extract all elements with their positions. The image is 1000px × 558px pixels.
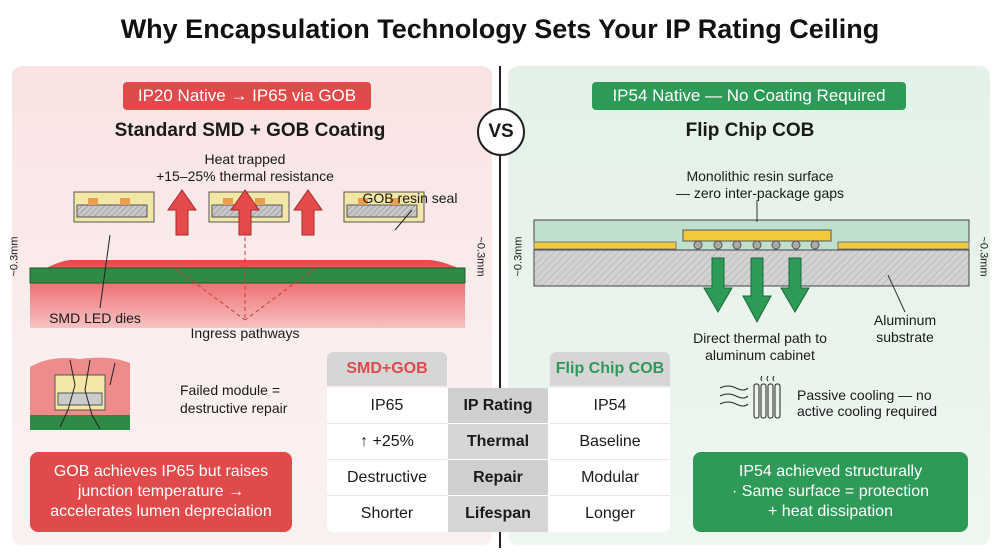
table-cell-cob: Modular (550, 460, 670, 496)
smd-dies-label: SMD LED dies (49, 310, 141, 326)
cooling-label-1: Passive cooling — no (797, 387, 932, 403)
gob-resin-label: GOB resin seal (362, 190, 458, 206)
gob-callout-line: junction temperature → (77, 483, 245, 500)
table-cell-cob: Baseline (550, 424, 670, 460)
heat-arrow (293, 189, 323, 236)
table-cell-cob: IP54 (550, 388, 670, 424)
cob-subtitle: Flip Chip COB (685, 120, 815, 141)
failed-module-icon (30, 357, 130, 430)
table-cell-smd: ↑ +25% (327, 424, 447, 460)
heat-arrow (230, 189, 260, 236)
table-metric: Lifespan (448, 496, 548, 532)
cob-callout-line: · Same surface = protection (732, 483, 929, 500)
ingress-label: Ingress pathways (190, 325, 300, 341)
substrate-label-2: substrate (876, 329, 934, 345)
table-metric: Repair (448, 460, 548, 495)
divider (499, 66, 501, 548)
failed-label-1: Failed module = (180, 382, 281, 398)
ip54-badge: IP54 Native — No Coating Required (592, 82, 906, 110)
cob-callout-line: + heat dissipation (768, 503, 893, 520)
thermal-arrows (703, 257, 810, 324)
heat-arrow (167, 189, 197, 236)
table-header-smd: SMD+GOB (327, 352, 447, 386)
cob-cross-section (533, 200, 970, 324)
thickness-left-a: ~0.3mm (8, 236, 21, 277)
page-title: Why Encapsulation Technology Sets Your I… (120, 14, 880, 44)
gob-cross-section (29, 189, 466, 328)
passive-cooling-icon (719, 376, 781, 419)
table-header-cob: Flip Chip COB (550, 352, 670, 386)
heat-label-1: Heat trapped (204, 151, 286, 167)
cob-callout-line: IP54 achieved structurally (738, 463, 923, 480)
thermal-path-label-1: Direct thermal path to (693, 330, 827, 346)
table-cell-smd: Destructive (327, 460, 447, 496)
thickness-left-b: ~0.3mm (474, 236, 487, 277)
cooling-label-2: active cooling required (797, 403, 938, 419)
vs-badge: VS (477, 108, 525, 156)
ingress-paths (174, 230, 316, 321)
surface-label-1: Monolithic resin surface (686, 168, 834, 184)
gob-callout: GOB achieves IP65 but raises junction te… (30, 452, 292, 532)
failed-label-2: destructive repair (180, 400, 288, 416)
smd-subtitle: Standard SMD + GOB Coating (114, 120, 386, 141)
surface-label-2: — zero inter-package gaps (675, 185, 845, 201)
substrate-label-1: Aluminum (873, 312, 937, 328)
cob-callout: IP54 achieved structurally · Same surfac… (693, 452, 968, 532)
table-cell-smd: IP65 (327, 388, 447, 424)
table-metric: Thermal (448, 424, 548, 459)
table-metric: IP Rating (448, 388, 548, 423)
ip20-badge: IP20 Native → IP65 via GOB (123, 82, 371, 110)
thermal-path-label-2: aluminum cabinet (705, 347, 815, 363)
heat-label-2: +15–25% thermal resistance (156, 168, 334, 184)
table-cell-cob: Longer (585, 505, 635, 522)
thermal-arrow (742, 257, 772, 324)
thickness-right-b: ~0.3mm (977, 236, 990, 277)
heat-arrows (167, 189, 323, 236)
table-cell-smd: Shorter (360, 505, 414, 522)
gob-callout-line: accelerates lumen depreciation (50, 503, 272, 520)
thermal-arrow (703, 257, 733, 313)
thickness-right-a: ~0.3mm (512, 236, 525, 277)
thermal-arrow (780, 257, 810, 313)
flip-chip (682, 229, 832, 242)
pcb-board (29, 267, 466, 284)
gob-callout-line: GOB achieves IP65 but raises (53, 463, 269, 480)
